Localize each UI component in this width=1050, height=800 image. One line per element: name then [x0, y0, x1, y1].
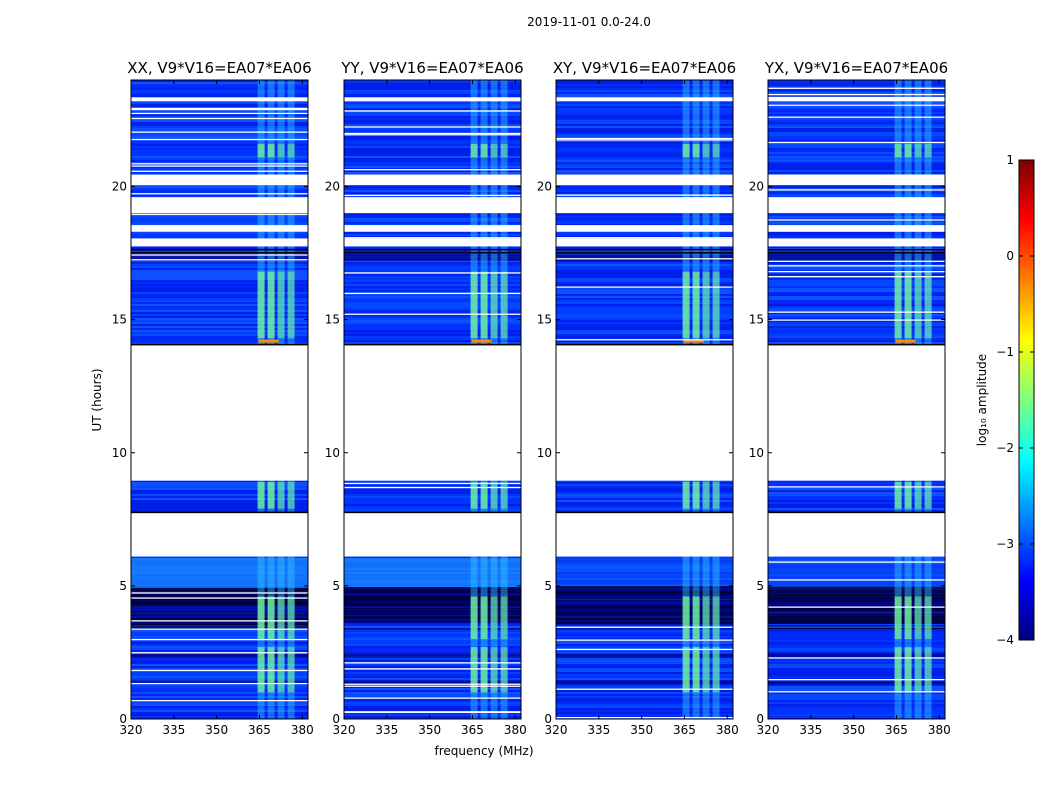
panel-xy: XY, V9*V16=EA07*EA06 320 335 350 365 380 0 5 10 1…: [537, 59, 739, 737]
x-tick-label: 380: [504, 723, 527, 737]
colorbar-tick-label: −3: [996, 537, 1014, 551]
x-tick-label: 380: [928, 723, 951, 737]
y-tick-label: 10: [749, 446, 764, 460]
colorbar-label: log₁₀ amplitude: [975, 354, 989, 446]
colorbar-tick-label: −1: [996, 345, 1014, 359]
y-tick-label: 0: [544, 712, 552, 726]
y-tick-label: 5: [544, 579, 552, 593]
panel-yy: YY, V9*V16=EA07*EA06 320 335 350 365 380 0 5 10 1…: [325, 59, 527, 737]
x-tick-label: 365: [461, 723, 484, 737]
colorbar-tick-label: −4: [996, 633, 1014, 647]
panels: XX, V9*V16=EA07*EA06 320 335 350 365 380 0 5 10 1…: [112, 59, 951, 737]
x-tick-label: 335: [799, 723, 822, 737]
x-tick-label: 320: [757, 723, 780, 737]
x-tick-label: 350: [418, 723, 441, 737]
x-tick-label: 365: [885, 723, 908, 737]
panel-title: XY, V9*V16=EA07*EA06: [553, 59, 736, 77]
x-tick-label: 350: [842, 723, 865, 737]
panel-frame: [555, 79, 734, 720]
colorbar: −4 −3 −2 −1 0 1 log₁₀ amplitude: [975, 153, 1035, 647]
y-tick-label: 5: [332, 579, 340, 593]
spectrogram-xy: [556, 80, 733, 719]
y-tick-label: 10: [537, 446, 552, 460]
y-tick-label: 0: [332, 712, 340, 726]
x-tick-label: 350: [205, 723, 228, 737]
y-tick-label: 5: [756, 579, 764, 593]
y-tick-label: 20: [749, 180, 764, 194]
y-tick-label: 10: [112, 446, 127, 460]
colorbar-ticks: −4 −3 −2 −1 0 1: [996, 153, 1034, 647]
suptitle: 2019-11-01 0.0-24.0: [527, 15, 651, 29]
x-tick-label: 320: [120, 723, 143, 737]
y-tick-label: 15: [112, 313, 127, 327]
y-axis-label: UT (hours): [90, 368, 104, 431]
y-tick-label: 20: [325, 180, 340, 194]
y-tick-label: 15: [537, 313, 552, 327]
y-tick-label: 15: [325, 313, 340, 327]
panel-yx: YX, V9*V16=EA07*EA06 320 335 350 365 380 0 5 10 1…: [749, 59, 951, 737]
x-tick-label: 350: [630, 723, 653, 737]
y-tick-label: 20: [537, 180, 552, 194]
spectrogram-yx: [768, 80, 945, 719]
panel-title: YY, V9*V16=EA07*EA06: [340, 59, 523, 77]
panel-title: XX, V9*V16=EA07*EA06: [127, 59, 311, 77]
y-tick-label: 0: [756, 712, 764, 726]
x-tick-label: 335: [162, 723, 185, 737]
colorbar-gradient: [1018, 159, 1035, 641]
x-tick-label: 320: [545, 723, 568, 737]
x-tick-label: 365: [248, 723, 271, 737]
y-tick-label: 20: [112, 180, 127, 194]
panel-xx: XX, V9*V16=EA07*EA06 320 335 350 365 380 0 5 10 1…: [112, 59, 314, 737]
x-tick-label: 380: [291, 723, 314, 737]
y-tick-label: 15: [749, 313, 764, 327]
panel-title: YX, V9*V16=EA07*EA06: [764, 59, 948, 77]
spectrogram-xx: [131, 80, 308, 719]
panel-frame: [130, 79, 309, 720]
x-tick-label: 335: [587, 723, 610, 737]
colorbar-tick-label: −2: [996, 441, 1014, 455]
y-tick-label: 10: [325, 446, 340, 460]
x-tick-label: 365: [673, 723, 696, 737]
x-tick-label: 320: [333, 723, 356, 737]
x-tick-label: 380: [716, 723, 739, 737]
y-tick-label: 5: [119, 579, 127, 593]
panel-frame: [343, 79, 522, 720]
y-tick-label: 0: [119, 712, 127, 726]
panel-frame: [767, 79, 946, 720]
colorbar-tick-label: 0: [1006, 249, 1014, 263]
colorbar-tick-label: 1: [1006, 153, 1014, 167]
x-axis-label: frequency (MHz): [434, 744, 533, 758]
spectrogram-yy: [344, 80, 521, 719]
x-tick-label: 335: [375, 723, 398, 737]
